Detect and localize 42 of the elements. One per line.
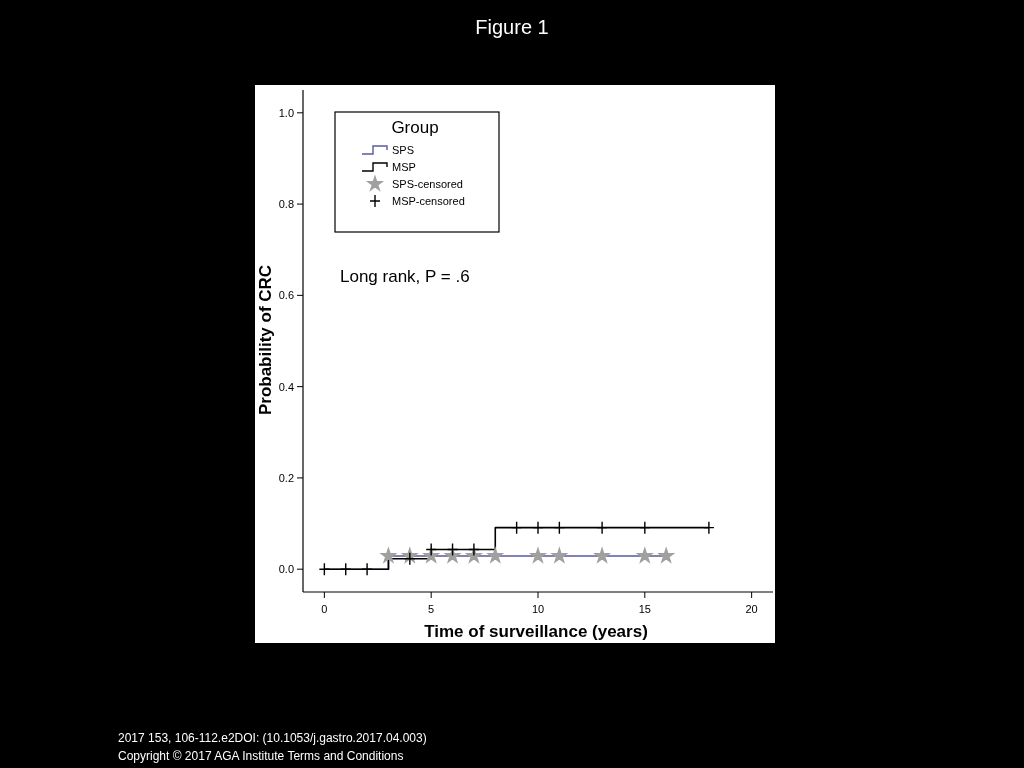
point: [530, 547, 546, 563]
text: Copyright © 2017 AGA Institute Terms and Conditions: [118, 749, 404, 763]
y-tick-label: 1.0: [278, 106, 294, 119]
annotation: Long rank, P = .6: [340, 267, 470, 286]
point: [553, 520, 566, 535]
point: [361, 562, 373, 576]
legend-label: MSP: [392, 161, 416, 173]
point: [637, 547, 653, 563]
point: [487, 547, 503, 563]
y-axis-title: Probability of CRC: [256, 264, 275, 416]
y-tick-label: 0.0: [278, 563, 294, 576]
point: [639, 520, 651, 535]
point: [340, 562, 352, 576]
point: [446, 542, 459, 557]
x-tick-label: 20: [745, 603, 758, 615]
legend-title: Group: [391, 118, 439, 137]
x-tick-label: 10: [531, 603, 545, 615]
x-axis-title: Time of surveillance (years): [424, 622, 648, 641]
point: [532, 520, 544, 535]
x-tick-label: 15: [638, 603, 651, 615]
legend-label: SPS-censored: [392, 178, 463, 190]
point: [594, 547, 610, 563]
x-tick-label: 0: [321, 603, 328, 615]
point: [425, 542, 437, 557]
point: [404, 551, 416, 566]
point: [510, 520, 523, 535]
chart-title: Figure 1: [475, 16, 549, 38]
point: [658, 547, 674, 563]
point: [468, 542, 480, 557]
point: [380, 547, 397, 563]
point: [703, 520, 715, 535]
legend-label: MSP-censored: [392, 195, 465, 207]
point: [318, 562, 331, 576]
y-tick-label: 0.2: [278, 471, 294, 484]
text: 2017 153, 106-112.e2DOI: (10.1053/j.gastro.2017.04.003): [118, 731, 427, 745]
legend-label: SPS: [392, 144, 415, 156]
y-tick-label: 0.4: [278, 380, 294, 393]
point: [551, 547, 568, 563]
y-tick-label: 0.6: [278, 289, 294, 302]
y-tick-label: 0.8: [278, 198, 294, 211]
x-tick-label: 5: [428, 603, 435, 615]
point: [596, 520, 608, 535]
